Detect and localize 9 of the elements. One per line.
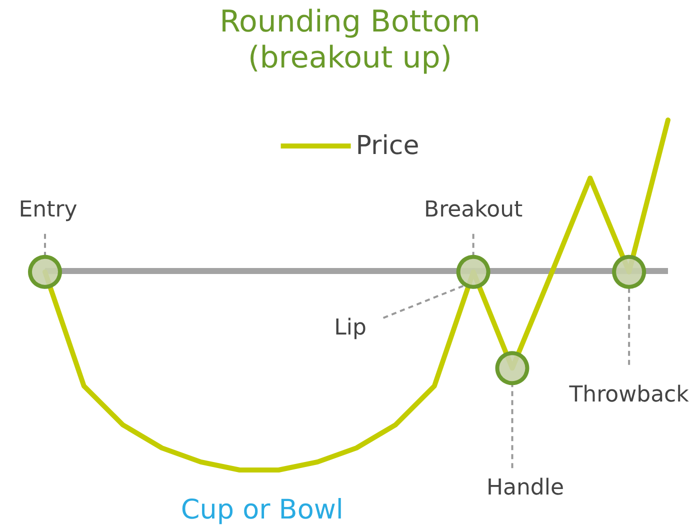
annotation: Lip: [334, 315, 366, 340]
annotation: Entry: [18, 197, 78, 222]
annotation: Breakout: [424, 197, 524, 222]
legend-label: Price: [356, 131, 420, 161]
annotation: Throwback: [568, 382, 690, 408]
text: Cup or Bowl: [180, 494, 344, 526]
chart-title: Rounding Bottom: [220, 4, 480, 40]
chart-subtitle: (breakout up): [248, 40, 452, 76]
text: Handle: [486, 476, 564, 501]
